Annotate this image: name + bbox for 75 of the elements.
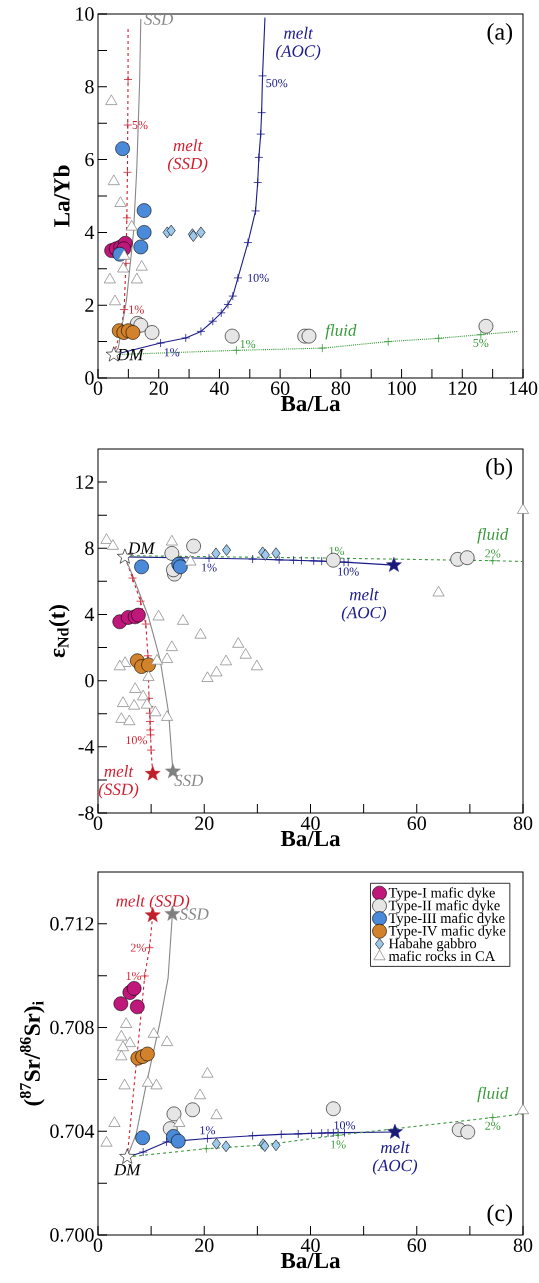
annotation: 1%: [164, 348, 180, 357]
annotation: fluid: [325, 323, 357, 340]
x-tick-label: 40: [300, 816, 320, 831]
text: (c): [487, 1204, 513, 1227]
annotation: melt (SSD): [116, 894, 190, 911]
annotation: 10%: [338, 567, 359, 576]
annotation: 2%: [485, 1121, 501, 1130]
x-tick-label: 60: [407, 816, 426, 831]
annotation: melt (SSD): [167, 139, 208, 173]
annotation: 5%: [132, 120, 148, 130]
y-tick-label: -4: [78, 740, 95, 754]
x-axis-title: Ba/La: [280, 395, 341, 412]
annotation: fluid: [477, 527, 509, 544]
x-tick-label: 60: [407, 1238, 426, 1253]
x-tick-label: 60: [271, 381, 290, 396]
y-tick-label: -8: [78, 806, 94, 820]
annotation: 50%: [266, 79, 288, 88]
y-tick-label: 0.712: [50, 917, 94, 931]
annotation: fluid: [477, 1086, 509, 1103]
annotation: 10%: [334, 1121, 356, 1130]
annotation: DM: [116, 349, 145, 361]
chart-title: (a): [487, 22, 513, 45]
chart-title: (b): [486, 457, 513, 480]
annotation: 1%: [202, 563, 217, 572]
annotation: 10%: [248, 273, 269, 282]
y-tick-label: 10: [76, 7, 94, 21]
annotation: 1%: [200, 1126, 216, 1135]
x-axis-title: Ba/La: [280, 1252, 341, 1269]
x-tick-label: 40: [209, 381, 229, 396]
y-axis-title: ($^{87}$Sr/$^{86}$Sr)$_{i}$: [19, 1001, 45, 1106]
x-tick-label: 20: [149, 381, 168, 396]
annotation: 5%: [473, 338, 489, 348]
legend-label: Type-I mafic dyke: [388, 887, 495, 901]
annotation: 1%: [240, 339, 256, 349]
legend-label: mafic rocks in CA: [388, 950, 496, 962]
annotation: DM: [127, 542, 156, 554]
x-tick-label: 80: [513, 816, 533, 831]
y-axis-title: ε$_{Nd}$(t): [48, 605, 70, 658]
y-tick-label: 4: [84, 225, 95, 239]
y-tick-label: 6: [85, 152, 94, 167]
x-tick-label: 20: [195, 816, 214, 831]
annotation: melt (SSD): [98, 765, 139, 799]
x-tick-label: 100: [388, 381, 416, 396]
y-axis-title: La/Yb: [53, 165, 70, 227]
x-tick-label: 80: [331, 381, 351, 396]
x-axis-title: Ba/La: [280, 830, 341, 847]
annotation: 2%: [130, 943, 146, 952]
x-tick-label: 120: [449, 381, 477, 396]
annotation: 1%: [331, 1140, 346, 1149]
y-tick-label: 0.708: [50, 1020, 94, 1035]
x-tick-label: 40: [300, 1238, 320, 1253]
annotation: DM: [113, 1164, 142, 1176]
annotation: 1%: [129, 305, 144, 314]
y-tick-label: 0: [85, 673, 94, 688]
annotation: SSD: [144, 13, 174, 25]
annotation: melt (AOC): [276, 26, 321, 61]
annotation: SSD: [179, 908, 209, 920]
y-tick-label: 8: [85, 541, 94, 556]
x-tick-label: 20: [195, 1238, 214, 1253]
y-tick-label: 0: [85, 371, 94, 385]
annotation: 2%: [485, 549, 501, 558]
annotation: SSD: [174, 774, 204, 787]
annotation: melt (AOC): [341, 588, 387, 622]
annotation: melt (AOC): [372, 1141, 418, 1175]
y-tick-label: 0.700: [50, 1228, 94, 1242]
x-tick-label: 80: [513, 1238, 533, 1253]
y-tick-label: 12: [76, 475, 94, 489]
legend-label: Type-IV mafic dyke: [388, 925, 506, 939]
y-tick-label: 2: [85, 298, 94, 312]
y-tick-label: 0.704: [50, 1124, 95, 1139]
x-tick-label: 140: [509, 381, 538, 396]
y-tick-label: 8: [85, 80, 94, 94]
annotation: 10%: [126, 736, 147, 745]
y-tick-label: 4: [84, 607, 95, 622]
annotation: 1%: [126, 971, 142, 981]
